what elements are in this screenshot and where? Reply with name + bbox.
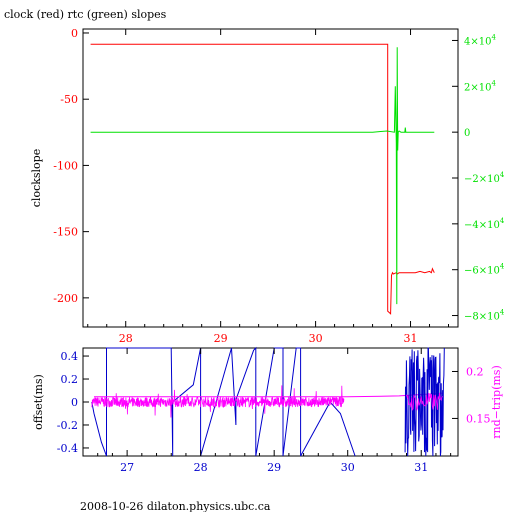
top-y2-tick-label: −2×104	[464, 171, 505, 185]
bot-y-tick-label: -0.4	[57, 442, 78, 455]
rtt-noise-line-right	[406, 393, 443, 411]
top-x-tick-label: 29	[214, 332, 228, 345]
bot-y-tick-label: -0.2	[57, 419, 78, 432]
footer-caption: 2008-10-26 dilaton.physics.ubc.ca	[80, 500, 271, 512]
top-y-axis: 0 -50 -100 -150 -200	[53, 27, 89, 305]
bot-x-tick-label: 31	[414, 461, 428, 474]
bot-y-tick-label: 0	[71, 396, 78, 409]
bottom-y2-axis-label: rnd−trip(ms)	[490, 365, 503, 439]
top-y2-tick-exponent: 4	[491, 33, 496, 41]
top-y-tick-label: -150	[53, 226, 78, 239]
bot-y2-tick-label: 0.15	[466, 412, 491, 425]
offset-noise-line	[404, 347, 445, 457]
top-y2-tick-label: 4×104	[464, 33, 496, 47]
chart-title: clock (red) rtc (green) slopes	[4, 8, 167, 21]
top-x-axis: 28 29 30 31	[87, 29, 450, 345]
top-series-0-line	[90, 43, 435, 315]
top-y-tick-label: -200	[53, 292, 78, 305]
top-y2-tick-exponent: 4	[500, 309, 505, 317]
top-x-tick-label: 31	[404, 332, 418, 345]
top-x-tick-label: 28	[119, 332, 133, 345]
top-y-axis-label: clockslope	[30, 149, 43, 207]
top-y2-tick-exponent: 4	[500, 217, 505, 225]
top-y2-tick-label: 0	[464, 128, 470, 139]
top-y2-tick-exponent: 4	[500, 263, 505, 271]
bottom-y2-axis: 0.2 0.15	[452, 365, 491, 425]
top-series-group	[90, 43, 435, 315]
bottom-series-group	[91, 346, 445, 457]
bot-x-tick-label: 27	[120, 461, 134, 474]
top-y2-tick-label: −6×104	[464, 263, 505, 277]
top-y2-tick-label: −4×104	[464, 217, 505, 231]
bot-x-tick-label: 28	[194, 461, 208, 474]
top-y-tick-label: 0	[71, 27, 78, 40]
bottom-y-axis-label: offset(ms)	[32, 374, 45, 430]
bot-series-0-line	[91, 346, 356, 457]
top-plot-frame	[82, 28, 459, 328]
top-y2-tick-label: 2×104	[464, 79, 496, 93]
bottom-panel: 27 28 29 30 31 0.4 0.2 0 -0.2 -0.4 0.2 0.15 offse…	[32, 346, 503, 474]
bot-y-tick-label: 0.2	[61, 373, 79, 386]
bottom-y-axis: 0.4 0.2 0 -0.2 -0.4	[57, 350, 89, 455]
top-y2-axis: 4×104 2×104 0 −2×104 −4×104 −6×104 −8×104	[452, 33, 505, 323]
bot-y-tick-label: 0.4	[61, 350, 79, 363]
top-x-tick-label: 30	[309, 332, 323, 345]
bot-series-1-line	[94, 392, 444, 398]
bot-x-tick-label: 30	[341, 461, 355, 474]
top-y2-tick-exponent: 4	[491, 79, 496, 87]
bottom-x-axis: 27 28 29 30 31	[82, 348, 452, 474]
bot-x-tick-label: 29	[267, 461, 281, 474]
top-series-1-line	[90, 47, 435, 305]
rtt-noise-line	[91, 385, 345, 418]
bot-y2-tick-label: 0.2	[466, 365, 484, 378]
top-y-tick-label: -100	[53, 159, 78, 172]
top-y-tick-label: -50	[60, 93, 78, 106]
top-y2-tick-exponent: 4	[500, 171, 505, 179]
top-panel: 28 29 30 31 0 -50 -100 -150 -200 4×104 2×104 0 −2×…	[30, 27, 505, 345]
top-y2-tick-label: −8×104	[464, 309, 505, 323]
